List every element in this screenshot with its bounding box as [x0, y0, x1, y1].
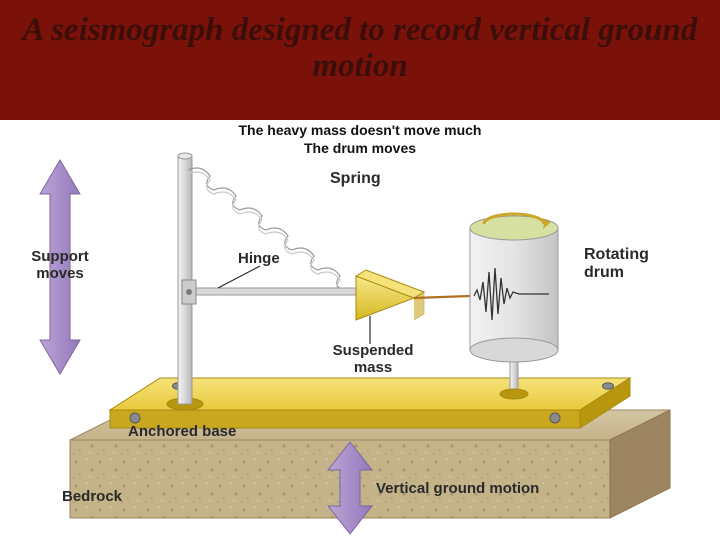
diagram-container: The heavy mass doesn't move much The dru… — [0, 120, 720, 540]
label-support-moves: Support moves — [10, 248, 110, 282]
label-hinge: Hinge — [238, 250, 280, 267]
label-anchored-base: Anchored base — [128, 423, 236, 440]
label-bedrock: Bedrock — [62, 488, 122, 505]
label-suspended-mass: Suspended mass — [318, 342, 428, 376]
slide-title: A seismograph designed to record vertica… — [0, 0, 720, 93]
label-vertical-ground-motion: Vertical ground motion — [376, 480, 539, 497]
rotating-drum — [470, 214, 558, 399]
title-text: A seismograph designed to record vertica… — [23, 12, 698, 84]
label-spring: Spring — [330, 170, 381, 188]
label-rotating-drum: Rotating drum — [584, 246, 674, 282]
suspended-mass — [356, 270, 470, 320]
pointer-lines — [218, 266, 370, 344]
